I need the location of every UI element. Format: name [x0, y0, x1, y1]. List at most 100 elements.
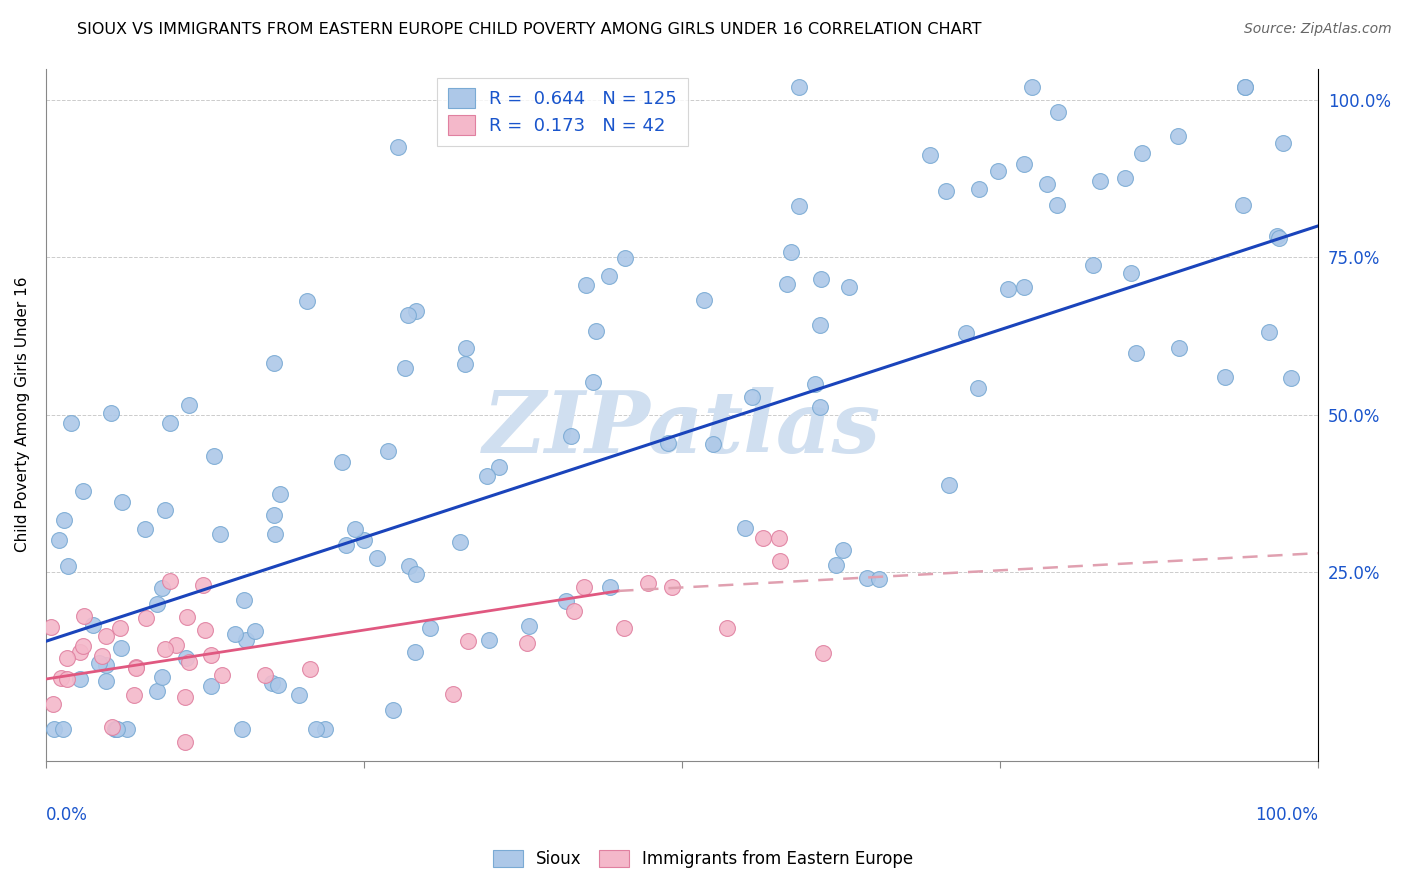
Point	[693, 293, 716, 307]
Point	[305, 723, 328, 737]
Point	[838, 279, 860, 293]
Point	[517, 619, 540, 633]
Point	[159, 416, 181, 430]
Point	[808, 400, 831, 414]
Point	[173, 735, 195, 749]
Point	[477, 633, 499, 648]
Point	[263, 508, 285, 522]
Point	[150, 581, 173, 595]
Point	[115, 723, 138, 737]
Point	[90, 649, 112, 664]
Point	[110, 640, 132, 655]
Point	[150, 670, 173, 684]
Y-axis label: Child Poverty Among Girls Under 16: Child Poverty Among Girls Under 16	[15, 277, 30, 552]
Point	[48, 533, 70, 548]
Point	[366, 551, 388, 566]
Point	[104, 723, 127, 737]
Point	[343, 522, 366, 536]
Point	[1045, 198, 1067, 212]
Point	[868, 572, 890, 586]
Point	[69, 645, 91, 659]
Point	[124, 661, 146, 675]
Point	[235, 633, 257, 648]
Point	[779, 245, 801, 260]
Text: Source: ZipAtlas.com: Source: ZipAtlas.com	[1244, 22, 1392, 37]
Point	[209, 526, 232, 541]
Point	[918, 148, 941, 162]
Point	[1125, 346, 1147, 360]
Text: SIOUX VS IMMIGRANTS FROM EASTERN EUROPE CHILD POVERTY AMONG GIRLS UNDER 16 CORRE: SIOUX VS IMMIGRANTS FROM EASTERN EUROPE …	[77, 22, 981, 37]
Point	[264, 527, 287, 541]
Point	[202, 449, 225, 463]
Point	[82, 617, 104, 632]
Point	[1213, 370, 1236, 384]
Point	[396, 308, 419, 322]
Point	[637, 575, 659, 590]
Point	[1036, 177, 1059, 191]
Point	[1012, 157, 1035, 171]
Point	[741, 390, 763, 404]
Point	[108, 621, 131, 635]
Point	[516, 636, 538, 650]
Point	[100, 407, 122, 421]
Point	[449, 534, 471, 549]
Point	[233, 593, 256, 607]
Point	[804, 376, 827, 391]
Point	[72, 484, 94, 499]
Point	[966, 381, 988, 395]
Point	[94, 657, 117, 672]
Point	[330, 455, 353, 469]
Point	[191, 577, 214, 591]
Point	[475, 468, 498, 483]
Point	[454, 341, 477, 355]
Point	[1046, 105, 1069, 120]
Point	[52, 723, 75, 737]
Point	[585, 324, 607, 338]
Point	[72, 639, 94, 653]
Point	[269, 486, 291, 500]
Point	[288, 688, 311, 702]
Point	[599, 580, 621, 594]
Point	[1265, 228, 1288, 243]
Point	[935, 184, 957, 198]
Point	[562, 604, 585, 618]
Text: ZIPatlas: ZIPatlas	[484, 387, 882, 470]
Point	[295, 294, 318, 309]
Point	[776, 277, 799, 292]
Point	[831, 542, 853, 557]
Point	[955, 326, 977, 341]
Point	[751, 531, 773, 545]
Point	[856, 571, 879, 585]
Point	[387, 140, 409, 154]
Point	[335, 537, 357, 551]
Point	[575, 277, 598, 292]
Point	[769, 554, 792, 568]
Point	[159, 574, 181, 588]
Point	[1083, 258, 1105, 272]
Point	[825, 558, 848, 572]
Point	[1258, 325, 1281, 339]
Point	[200, 648, 222, 662]
Point	[1267, 231, 1289, 245]
Point	[1167, 129, 1189, 144]
Point	[105, 723, 128, 737]
Point	[177, 398, 200, 412]
Point	[457, 634, 479, 648]
Point	[153, 642, 176, 657]
Point	[200, 679, 222, 693]
Point	[404, 645, 426, 659]
Point	[101, 720, 124, 734]
Point	[614, 251, 637, 265]
Point	[224, 627, 246, 641]
Text: 100.0%: 100.0%	[1256, 805, 1319, 824]
Point	[787, 199, 810, 213]
Point	[353, 533, 375, 548]
Point	[810, 271, 832, 285]
Point	[253, 668, 276, 682]
Point	[125, 660, 148, 674]
Point	[997, 282, 1019, 296]
Point	[52, 513, 75, 527]
Point	[146, 683, 169, 698]
Point	[787, 80, 810, 95]
Legend: Sioux, Immigrants from Eastern Europe: Sioux, Immigrants from Eastern Europe	[486, 843, 920, 875]
